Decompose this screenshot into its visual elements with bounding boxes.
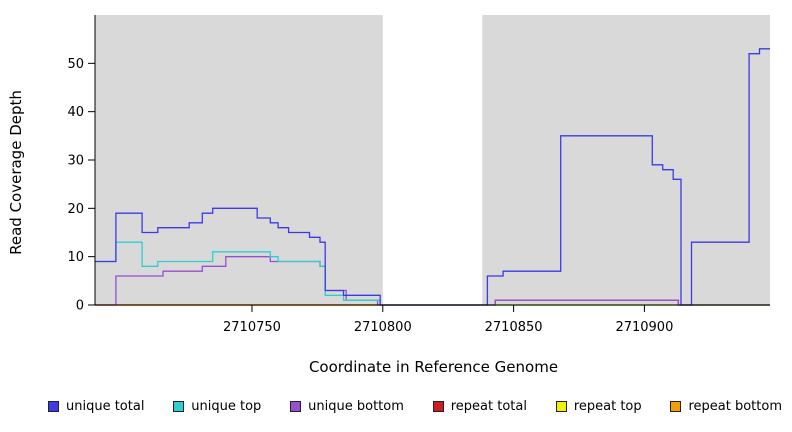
y-axis-title: Read Coverage Depth <box>7 90 25 255</box>
legend-item-repeat-total: repeat total <box>432 399 527 414</box>
legend-label: repeat bottom <box>688 399 782 414</box>
x-tick-label: 2710750 <box>223 320 281 335</box>
repeat-top-swatch-icon <box>555 401 567 412</box>
x-tick-label: 2710900 <box>615 320 673 335</box>
legend-label: unique total <box>66 399 145 414</box>
y-tick-label: 10 <box>67 250 84 265</box>
legend-label: repeat top <box>573 399 642 414</box>
legend-item-unique-bottom: unique bottom <box>290 399 404 414</box>
unique-bottom-swatch-icon <box>290 401 302 412</box>
unique-top-swatch-icon <box>173 401 185 412</box>
legend-label: repeat total <box>450 399 527 414</box>
repeat-bottom-swatch-icon <box>670 401 682 412</box>
x-tick-label: 2710800 <box>354 320 412 335</box>
y-tick-label: 0 <box>76 299 84 314</box>
series-line-unique-top <box>95 241 770 306</box>
y-tick-label: 40 <box>67 105 84 120</box>
unique-total-swatch-icon <box>48 401 59 412</box>
series-line-unique-total <box>95 48 770 306</box>
x-tick-label: 2710850 <box>485 320 543 335</box>
legend-item-repeat-top: repeat top <box>555 399 642 414</box>
legend-label: unique top <box>191 399 262 414</box>
coverage-plot: 0 10 20 30 40 50 2710750 2710800 2710850 2710900 <box>67 15 770 335</box>
legend: unique total unique top unique bottom re… <box>0 399 792 414</box>
y-tick-label: 30 <box>67 154 84 169</box>
repeat-total-swatch-icon <box>432 401 444 412</box>
y-tick-label: 50 <box>67 57 84 72</box>
y-tick-label: 20 <box>67 202 84 217</box>
x-axis-title: Coordinate in Reference Genome <box>308 358 559 376</box>
legend-item-unique-total: unique total <box>48 399 144 414</box>
legend-item-repeat-bottom: repeat bottom <box>670 399 782 414</box>
legend-item-unique-top: unique top <box>173 399 261 414</box>
legend-label: unique bottom <box>308 399 404 414</box>
no-data-gap <box>382 15 483 305</box>
